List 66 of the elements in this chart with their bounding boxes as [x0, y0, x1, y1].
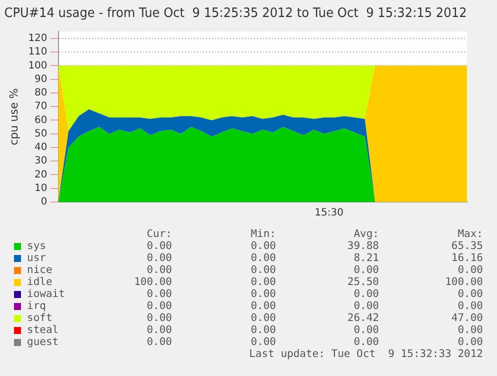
text: 0.00: [250, 252, 276, 264]
legend-label: idle: [27, 276, 52, 288]
y-tick-label: 120: [28, 33, 48, 44]
text: 25.50: [347, 276, 379, 288]
text: 65.35: [451, 240, 483, 252]
text: Avg:: [354, 228, 379, 240]
text: 0.00: [354, 336, 379, 348]
y-tick-label: 60: [34, 114, 48, 126]
text: 16.16: [451, 252, 483, 264]
text: 0.00: [146, 240, 172, 252]
text: 0.00: [146, 324, 172, 336]
y-tick-label: 20: [34, 169, 48, 180]
text: Cur:: [146, 228, 172, 240]
legend-label: guest: [27, 336, 59, 348]
text: 100.00: [445, 276, 483, 288]
text: 26.42: [347, 312, 379, 324]
text: 8.21: [354, 252, 379, 264]
text: 0.00: [250, 264, 276, 276]
y-tick-label: 40: [34, 142, 48, 154]
legend-label: steal: [27, 324, 59, 336]
text: 0.00: [250, 300, 276, 312]
text: 0.00: [354, 300, 379, 312]
y-tick-label: 80: [34, 88, 48, 99]
y-tick-label: 10: [34, 182, 48, 194]
text: 0.00: [458, 300, 483, 312]
y-tick-label: 100: [28, 60, 48, 72]
y-tick-label: 70: [34, 101, 48, 112]
legend-label: sys: [27, 240, 46, 252]
text: 0.00: [458, 288, 483, 300]
y-tick-label: 50: [34, 128, 48, 140]
text: 0.00: [146, 336, 172, 348]
text: 0.00: [250, 336, 276, 348]
text: 15:30: [314, 208, 344, 219]
text: 0.00: [250, 324, 276, 336]
text: 0.00: [146, 312, 172, 324]
text: 0.00: [354, 288, 379, 300]
chart-title: CPU#14 usage - from Tue Oct 9 15:25:35 2012 to Tue Oct 9 15:32:15 2012: [4, 4, 467, 20]
text: 0.00: [458, 324, 483, 336]
text: 0.00: [458, 336, 483, 348]
legend-label: nice: [27, 264, 52, 276]
text: 0.00: [458, 264, 483, 276]
text: 100.00: [134, 276, 172, 288]
text: 47.00: [451, 312, 483, 324]
text: 39.88: [347, 240, 379, 252]
text: 0.00: [354, 324, 379, 336]
y-tick-label: 30: [34, 156, 48, 167]
legend-label: usr: [27, 252, 46, 264]
legend-label: soft: [27, 312, 52, 324]
legend-label: irq: [27, 300, 46, 312]
y-tick-label: 110: [28, 46, 48, 58]
text: 0.00: [146, 300, 172, 312]
y-tick-label: 0: [40, 196, 48, 208]
text: 0.00: [146, 252, 172, 264]
text: 0.00: [146, 288, 172, 300]
y-axis-title: cpu use %: [7, 88, 20, 146]
text: 0.00: [354, 264, 379, 276]
text: Last update: Tue Oct 9 15:32:33 2012: [249, 348, 483, 360]
text: Max:: [458, 228, 483, 240]
text: 0.00: [250, 312, 276, 324]
text: 0.00: [250, 288, 276, 300]
text: 0.00: [146, 264, 172, 276]
text: Min:: [250, 228, 276, 240]
y-tick-label: 90: [34, 74, 48, 85]
text: 0.00: [250, 240, 276, 252]
legend-label: iowait: [27, 288, 65, 300]
text: 0.00: [250, 276, 276, 288]
